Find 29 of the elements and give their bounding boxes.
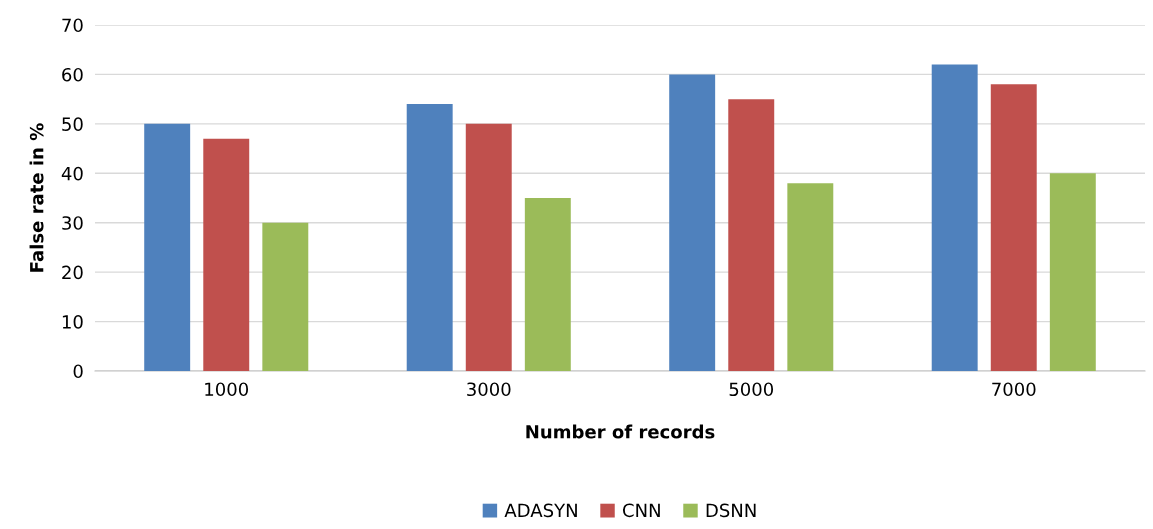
y-tick-label: 20 <box>62 265 83 280</box>
bar <box>465 123 512 371</box>
x-axis-title: Number of records <box>526 424 715 439</box>
bar <box>931 64 978 371</box>
y-tick-label: 50 <box>62 117 83 131</box>
legend-label: CNN <box>622 503 660 518</box>
bar <box>1049 173 1096 371</box>
x-tick-label: 1000 <box>205 382 249 397</box>
bar <box>262 222 309 371</box>
y-axis-title: False rate in % <box>29 123 44 272</box>
bar <box>203 138 250 371</box>
bar <box>524 198 571 371</box>
bar <box>144 123 191 371</box>
bar <box>406 104 453 371</box>
y-tick-label: 10 <box>62 315 83 329</box>
bar <box>787 183 834 371</box>
x-tick-label: 5000 <box>729 382 774 397</box>
bar <box>728 99 775 371</box>
bar <box>669 74 716 371</box>
y-tick-label: 0 <box>73 364 83 379</box>
y-tick-label: 60 <box>62 67 83 82</box>
y-tick-label: 70 <box>62 18 83 33</box>
y-tick-label: 30 <box>62 216 83 230</box>
y-tick-label: 40 <box>61 166 83 181</box>
x-tick-label: 7000 <box>992 382 1036 397</box>
legend-label: ADASYN <box>504 503 577 518</box>
legend-label: DSNN <box>706 503 756 518</box>
bar <box>990 84 1037 371</box>
x-tick-label: 3000 <box>467 382 511 397</box>
